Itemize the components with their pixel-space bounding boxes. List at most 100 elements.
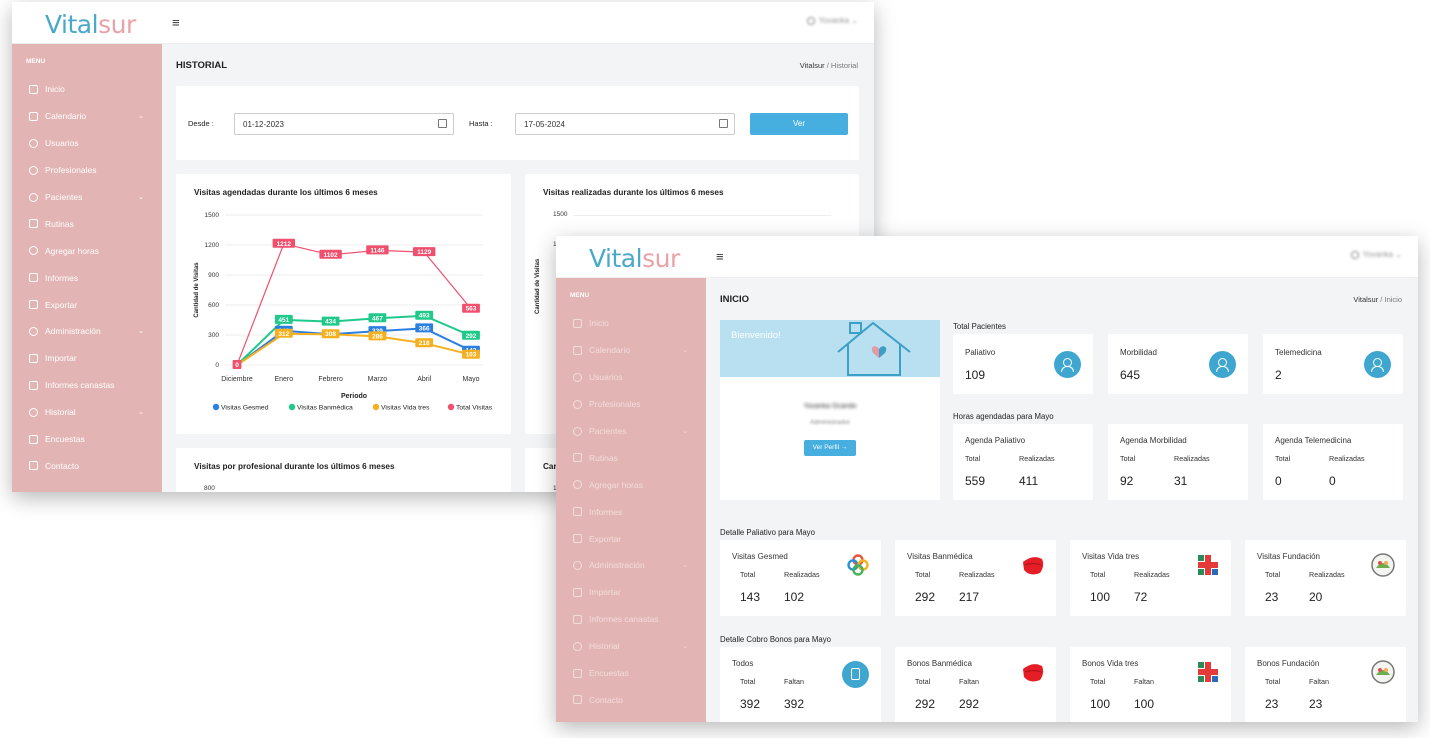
sidebar-item-rutinas[interactable]: Rutinas xyxy=(556,444,706,471)
sidebar-item-administraci-n[interactable]: Administración ⌄ xyxy=(12,318,162,345)
sidebar-item-label: Informes xyxy=(45,272,79,283)
total-value: 0 xyxy=(1275,474,1282,488)
sidebar-item-exportar[interactable]: Exportar xyxy=(556,525,706,552)
realizadas-label: Realizadas xyxy=(1174,454,1210,463)
sidebar-item-informes-canastas[interactable]: Informes canastas xyxy=(12,372,162,399)
secondary-value: 20 xyxy=(1309,590,1323,604)
sidebar-item-calendario[interactable]: Calendario ⌄ xyxy=(556,337,706,364)
chevron-down-icon[interactable]: ⌄ xyxy=(138,113,144,121)
legend-swatch xyxy=(288,403,296,411)
user-menu[interactable]: Yovanka ⌄ xyxy=(806,16,858,25)
data-label-bg xyxy=(415,310,434,320)
sidebar-item-profesionales[interactable]: Profesionales xyxy=(12,157,162,184)
chevron-down-icon[interactable]: ⌄ xyxy=(138,409,144,417)
sidebar-item-pacientes[interactable]: Pacientes ⌄ xyxy=(556,418,706,445)
menu-toggle-icon[interactable]: ≡ xyxy=(716,249,724,264)
total-value: 23 xyxy=(1265,697,1279,711)
sidebar-item-contacto[interactable]: Contacto xyxy=(12,452,162,479)
breadcrumb-root[interactable]: Vitalsur xyxy=(799,61,825,70)
history-icon xyxy=(29,407,38,417)
sidebar-item-rutinas[interactable]: Rutinas xyxy=(12,210,162,237)
sidebar-item-usuarios[interactable]: Usuarios xyxy=(12,130,162,157)
welcome-text: Bienvenido! xyxy=(731,330,781,341)
menu-toggle-icon[interactable]: ≡ xyxy=(172,15,180,30)
sidebar-item-encuestas[interactable]: Encuestas xyxy=(556,660,706,687)
topbar: Vitalsur ≡ Yovanka ⌄ xyxy=(556,236,1418,278)
legend-swatch xyxy=(372,403,380,411)
sidebar-item-encuestas[interactable]: Encuestas xyxy=(12,426,162,453)
clipboard-shape xyxy=(851,668,860,680)
banmedica-logo-icon-wrap xyxy=(1020,659,1044,683)
chevron-down-icon[interactable]: ⌄ xyxy=(682,428,688,435)
file-icon xyxy=(573,507,582,517)
user-menu[interactable]: Yovanka ⌄ xyxy=(1350,250,1402,259)
banmedica-logo-icon xyxy=(1023,557,1044,575)
data-label: 366 xyxy=(419,325,430,332)
sidebar-item-informes[interactable]: Informes xyxy=(556,498,706,525)
hasta-input[interactable]: 17-05-2024 xyxy=(515,113,735,135)
sidebar-item-informes[interactable]: Informes xyxy=(12,264,162,291)
desde-label: Desde : xyxy=(188,119,214,128)
secondary-value: 102 xyxy=(784,590,805,604)
legend-swatch xyxy=(447,403,455,411)
sidebar-item-agregar-horas[interactable]: Agregar horas xyxy=(556,471,706,498)
vitalsur-logo[interactable]: Vitalsur xyxy=(45,10,136,39)
sidebar-item-label: Profesionales xyxy=(45,165,97,176)
sidebar-item-exportar[interactable]: Exportar xyxy=(12,291,162,318)
sidebar-item-inicio[interactable]: Inicio xyxy=(12,76,162,103)
x-axis-label: Periodo xyxy=(341,393,367,400)
desde-input[interactable]: 01-12-2023 xyxy=(234,113,454,135)
sidebar-item-administraci-n[interactable]: Administración ⌄ xyxy=(556,552,706,579)
secondary-label: Realizadas xyxy=(784,570,820,579)
ver-perfil-button[interactable]: Ver Perfil → xyxy=(804,440,856,456)
ver-button[interactable]: Ver xyxy=(750,113,848,135)
visitas-label: Visitas Fundación xyxy=(1257,552,1320,561)
calendar-icon[interactable] xyxy=(438,119,447,128)
home-icon xyxy=(573,318,582,328)
breadcrumb: Vitalsur / Inicio xyxy=(1353,295,1402,304)
sidebar-item-usuarios[interactable]: Usuarios xyxy=(556,364,706,391)
chevron-down-icon[interactable]: ⌄ xyxy=(682,347,688,355)
data-label: 563 xyxy=(466,306,477,313)
realizadas-label: Realizadas xyxy=(1329,454,1365,463)
data-label: 0 xyxy=(235,362,239,369)
chevron-down-icon[interactable]: ⌄ xyxy=(138,194,144,201)
calendar-icon xyxy=(29,111,38,121)
sidebar-item-contacto[interactable]: Contacto xyxy=(556,686,706,713)
sidebar-item-label: Exportar xyxy=(45,299,78,310)
sidebar-item-historial[interactable]: Historial ⌄ xyxy=(556,633,706,660)
x-tick-label: Enero xyxy=(274,376,293,383)
sidebar-item-importar[interactable]: Importar xyxy=(12,345,162,372)
sidebar-item-informes-canastas[interactable]: Informes canastas xyxy=(556,606,706,633)
sidebar-item-profesionales[interactable]: Profesionales xyxy=(556,391,706,418)
data-label: 434 xyxy=(325,319,336,326)
user-icon xyxy=(573,426,582,436)
fundacion-logo-icon xyxy=(1371,660,1395,684)
breadcrumb-root[interactable]: Vitalsur xyxy=(1353,295,1379,304)
calendar-icon[interactable] xyxy=(719,119,728,128)
bonos-label: Bonos Banmédica xyxy=(907,659,972,668)
sidebar-item-label: Inicio xyxy=(589,318,609,329)
page-title: INICIO xyxy=(720,294,750,305)
sidebar-item-historial[interactable]: Historial ⌄ xyxy=(12,399,162,426)
sidebar-item-inicio[interactable]: Inicio xyxy=(556,310,706,337)
breadcrumb: Vitalsur / Historial xyxy=(800,61,858,70)
chevron-down-icon[interactable]: ⌄ xyxy=(138,328,144,336)
total-value: 292 xyxy=(915,590,936,604)
sidebar-item-label: Inicio xyxy=(45,84,65,95)
sidebar-item-importar[interactable]: Importar xyxy=(556,579,706,606)
sidebar-item-calendario[interactable]: Calendario ⌄ xyxy=(12,103,162,130)
vitalsur-logo[interactable]: Vitalsur xyxy=(589,244,680,273)
menu-header: MENU xyxy=(570,292,590,299)
house-heart-icon xyxy=(837,321,911,376)
sidebar-item-agregar-horas[interactable]: Agregar horas xyxy=(12,237,162,264)
section-title: Detalle Cobro Bonos para Mayo xyxy=(720,635,831,644)
secondary-label: Faltan xyxy=(784,677,804,686)
sidebar-item-label: Exportar xyxy=(589,533,622,544)
chevron-down-icon[interactable]: ⌄ xyxy=(682,562,688,570)
data-label-bg xyxy=(462,349,480,359)
sidebar-item-pacientes[interactable]: Pacientes ⌄ xyxy=(12,184,162,211)
secondary-value: 292 xyxy=(959,697,980,711)
data-label-bg xyxy=(274,314,293,324)
chevron-down-icon[interactable]: ⌄ xyxy=(682,643,688,651)
